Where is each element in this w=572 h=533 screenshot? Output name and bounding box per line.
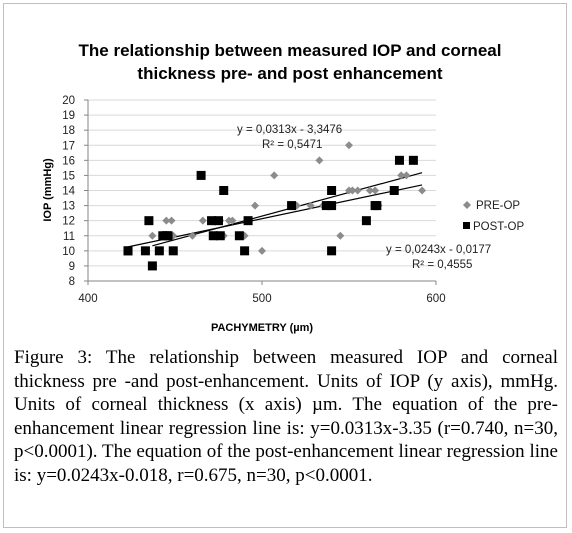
post-op-point-2 — [144, 216, 154, 226]
x-tick-label-400: 400 — [78, 293, 97, 305]
post-op-point-14 — [234, 231, 244, 241]
pre-op-point-28 — [402, 171, 411, 180]
pre-op-point-25 — [371, 186, 380, 195]
pre-op-point-16 — [306, 201, 315, 210]
figure-caption: Figure 3: The relationship between measu… — [14, 346, 558, 487]
data-points — [123, 141, 427, 271]
pre-op-point-24 — [365, 186, 374, 195]
post-op-point-15 — [240, 246, 250, 256]
post-op-r2: R² = 0,4555 — [412, 259, 472, 271]
post-op-point-25 — [389, 186, 399, 195]
y-tick-label-8: 8 — [69, 276, 75, 288]
post-op-point-18 — [321, 201, 331, 211]
post-op-point-20 — [327, 186, 337, 195]
x-axis-title: PACHYMETRY (µm) — [211, 322, 313, 334]
post-op-point-3 — [147, 261, 157, 271]
legend-pre-op-marker — [463, 201, 471, 209]
post-op-point-13 — [219, 186, 229, 195]
pre-op-equation: y = 0,0313x - 3,3476 — [237, 124, 342, 136]
post-op-point-8 — [196, 170, 206, 180]
post-op-point-22 — [361, 216, 371, 226]
pre-op-point-17 — [315, 156, 324, 165]
post-op-point-12 — [215, 231, 225, 241]
post-op-point-7 — [168, 246, 178, 256]
post-op-point-4 — [154, 246, 164, 256]
post-op-trendline — [127, 184, 423, 248]
pre-op-point-5 — [198, 216, 207, 225]
pre-op-point-0 — [148, 231, 157, 240]
post-op-equation: y = 0,0243x - 0,0177 — [386, 244, 491, 256]
post-op-point-9 — [207, 216, 217, 226]
pre-op-point-19 — [336, 231, 345, 240]
pre-op-point-12 — [251, 201, 260, 210]
y-tick-label-13: 13 — [62, 201, 75, 213]
pre-op-point-22 — [345, 141, 353, 150]
x-tick-labels: 400 500 600 — [78, 293, 445, 305]
pre-op-r2: R² = 0,5471 — [262, 139, 322, 151]
pre-op-point-21 — [348, 186, 357, 195]
caption-label: Figure 3: — [14, 347, 93, 368]
pre-op-point-2 — [167, 216, 176, 225]
post-op-point-28 — [123, 246, 133, 256]
post-op-point-17 — [287, 201, 297, 211]
pre-op-point-29 — [418, 186, 427, 195]
legend: PRE-OP POST-OP — [463, 200, 524, 233]
post-op-point-1 — [140, 246, 150, 256]
pre-op-point-23 — [353, 186, 362, 195]
y-axis-title: IOP (mmHg) — [42, 158, 54, 222]
post-op-point-26 — [394, 155, 404, 165]
pre-op-point-4 — [188, 231, 197, 240]
y-tick-label-9: 9 — [69, 261, 75, 273]
pre-op-point-13 — [258, 246, 266, 255]
y-tick-label-16: 16 — [62, 155, 75, 167]
legend-post-op-label: POST-OP — [473, 221, 524, 233]
legend-post-op-marker — [463, 222, 470, 229]
pre-op-point-14 — [270, 171, 279, 180]
post-op-point-11 — [214, 216, 223, 226]
x-tick-label-600: 600 — [426, 293, 445, 305]
x-tick-label-500: 500 — [252, 293, 271, 305]
post-op-point-29 — [161, 231, 171, 241]
post-op-point-24 — [372, 201, 382, 211]
y-tick-label-10: 10 — [62, 246, 75, 258]
pre-op-point-1 — [162, 216, 171, 225]
y-tick-label-19: 19 — [62, 110, 75, 122]
y-tick-label-15: 15 — [62, 170, 75, 182]
pre-op-point-9 — [228, 216, 237, 225]
y-tick-label-11: 11 — [63, 231, 75, 243]
post-op-point-10 — [208, 231, 218, 241]
post-op-point-16 — [243, 216, 253, 226]
y-tick-label-18: 18 — [62, 125, 75, 137]
chart-title-line-1: The relationship between measured IOP an… — [79, 41, 502, 60]
y-tick-label-14: 14 — [62, 186, 75, 198]
legend-pre-op-label: PRE-OP — [476, 200, 520, 212]
post-op-point-27 — [408, 155, 418, 165]
axes — [84, 99, 437, 285]
caption-text: The relationship between measured IOP an… — [14, 347, 558, 486]
pre-op-point-27 — [397, 171, 406, 180]
post-op-point-21 — [327, 246, 337, 256]
y-tick-label-12: 12 — [62, 216, 75, 228]
y-tick-label-17: 17 — [62, 140, 75, 152]
post-op-point-19 — [327, 201, 337, 211]
y-tick-label-20: 20 — [62, 95, 75, 107]
scatter-chart: The relationship between measured IOP an… — [42, 41, 524, 334]
chart-title-line-2: thickness pre- and post enhancement — [137, 64, 442, 83]
y-tick-labels: 8 9 10 11 12 13 14 15 16 17 18 19 20 — [62, 95, 75, 288]
